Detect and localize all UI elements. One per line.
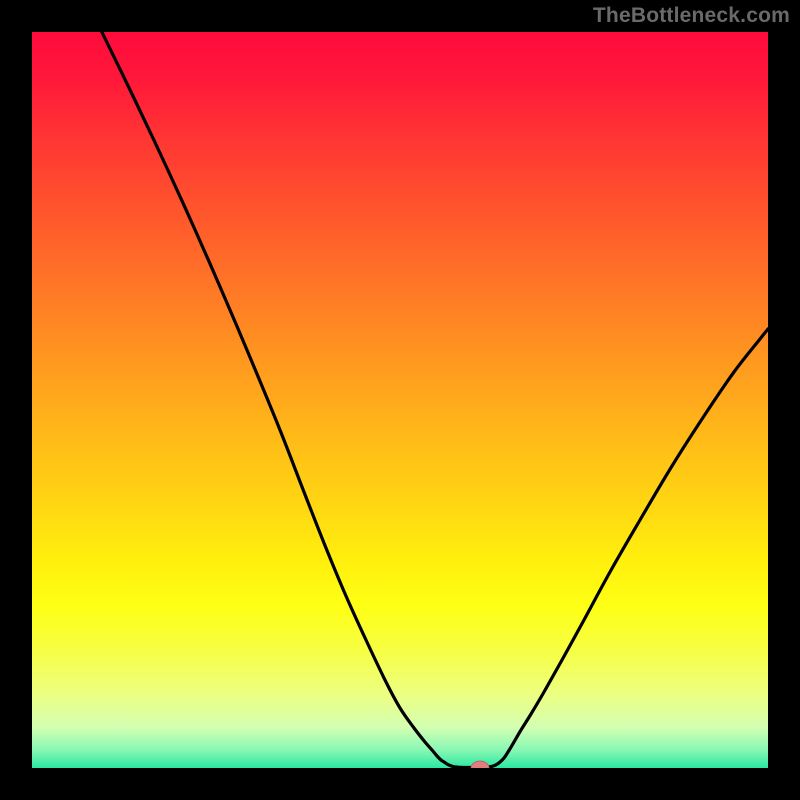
chart-gradient-background xyxy=(32,32,768,768)
bottleneck-chart xyxy=(0,0,800,800)
watermark-text: TheBottleneck.com xyxy=(593,4,790,28)
